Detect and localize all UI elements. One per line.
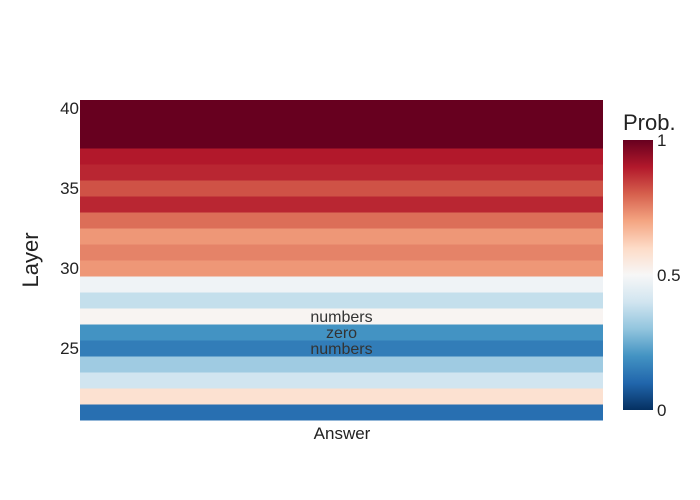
heatmap-cell-layer-30 [80,260,603,277]
colorbar-tick-label: 1 [657,131,666,150]
heatmap-cell-layer-25 [80,340,603,357]
heatmap-cell-layer-40 [80,100,603,117]
y-tick-label: 40 [60,99,79,118]
heatmap-cell-layer-39 [80,116,603,133]
colorbar-tick-label: 0.5 [657,266,681,285]
colorbar-ticks: 00.51 [657,131,681,420]
heatmap-cell-layer-37 [80,148,603,165]
heatmap-cell-layer-32 [80,228,603,245]
heatmap-cell-layer-23 [80,372,603,389]
heatmap-cell-layer-27 [80,308,603,325]
heatmap-cell-layer-28 [80,292,603,309]
y-tick-label: 35 [60,179,79,198]
x-axis-label: Answer [314,424,371,443]
colorbar-title: Prob. [623,110,676,135]
heatmap-cell-layer-24 [80,356,603,373]
heatmap-cell-layer-26 [80,324,603,341]
heatmap-cell-layer-35 [80,180,603,197]
colorbar [623,140,653,410]
heatmap-cell-layer-38 [80,132,603,149]
y-tick-label: 30 [60,259,79,278]
cell-label-layer-26: zero [326,325,357,342]
heatmap-cell-layer-36 [80,164,603,181]
y-axis-title: Layer [18,232,43,287]
y-axis-ticks: 25 30 35 40 [60,99,79,358]
heatmap-cell-layer-22 [80,388,603,405]
heatmap-cell-layer-21 [80,404,603,421]
heatmap-cells [80,100,603,421]
heatmap-cell-layer-29 [80,276,603,293]
cell-label-layer-25: numbers [310,341,372,358]
cell-label-layer-27: numbers [310,309,372,326]
heatmap-cell-layer-31 [80,244,603,261]
y-tick-label: 25 [60,339,79,358]
heatmap-cell-layer-34 [80,196,603,213]
heatmap-cell-layer-33 [80,212,603,229]
colorbar-tick-label: 0 [657,401,666,420]
